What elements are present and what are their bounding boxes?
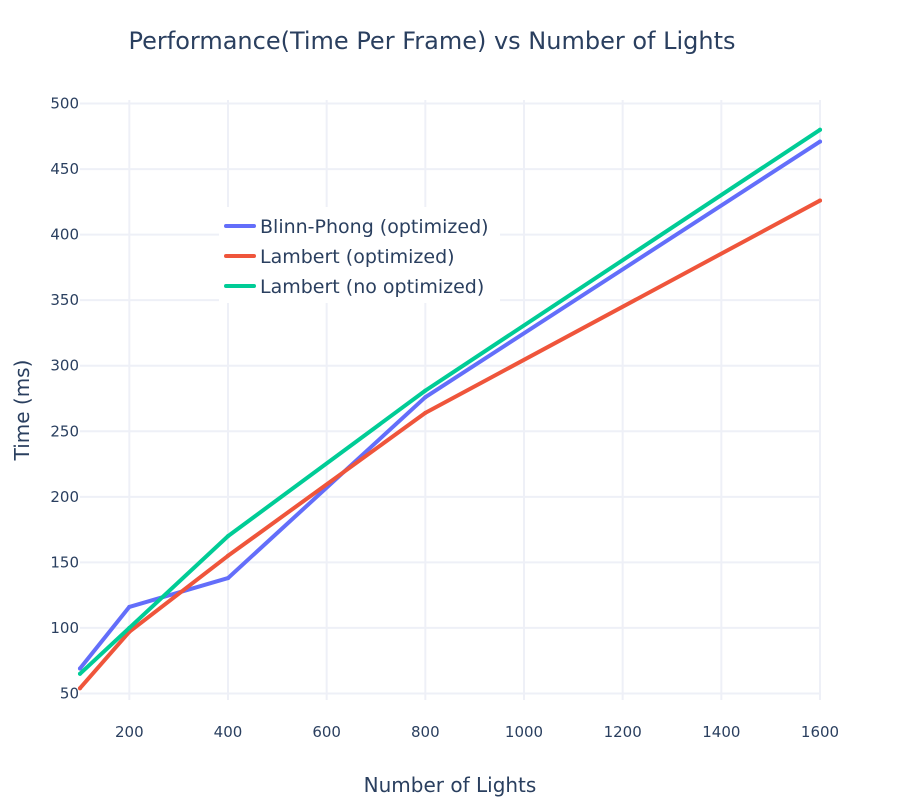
x-tick-label: 1400 xyxy=(702,723,740,741)
x-tick-label: 1200 xyxy=(604,723,642,741)
legend-label-0: Blinn-Phong (optimized) xyxy=(260,216,489,238)
series-point-1-0 xyxy=(78,686,82,691)
series-point-2-2 xyxy=(226,534,230,539)
x-tick-label: 1600 xyxy=(801,723,839,741)
legend: Blinn-Phong (optimized) Lambert (optimize… xyxy=(219,207,500,303)
y-tick-label: 200 xyxy=(50,488,79,506)
y-tick-label: 300 xyxy=(50,357,79,375)
y-tick-label: 50 xyxy=(60,684,79,702)
series-point-0-0 xyxy=(78,666,82,671)
y-tick-label: 100 xyxy=(50,619,79,637)
y-tick-label: 350 xyxy=(50,291,79,309)
x-axis-title: Number of Lights xyxy=(364,773,537,797)
chart-title: Performance(Time Per Frame) vs Number of… xyxy=(129,27,736,55)
x-tick-label: 200 xyxy=(115,723,144,741)
y-tick-label: 150 xyxy=(50,553,79,571)
legend-label-1: Lambert (optimized) xyxy=(260,246,455,268)
x-tick-label: 600 xyxy=(312,723,341,741)
series-point-2-0 xyxy=(78,671,82,676)
x-tick-label: 400 xyxy=(214,723,243,741)
y-tick-label: 450 xyxy=(50,160,79,178)
grid-layer xyxy=(80,100,821,700)
x-tick-label: 1000 xyxy=(505,723,543,741)
series-point-2-4 xyxy=(818,127,822,132)
series-point-1-4 xyxy=(818,198,822,203)
series-point-0-4 xyxy=(818,139,822,144)
ticks-layer: 200 400 600 800 1000 1200 1400 1600 50 100 150 200 2… xyxy=(50,95,839,741)
series-point-2-1 xyxy=(127,625,132,630)
y-tick-label: 400 xyxy=(50,226,79,244)
series-0 xyxy=(78,139,822,671)
series-point-1-3 xyxy=(423,410,428,415)
legend-label-2: Lambert (no optimized) xyxy=(260,276,484,298)
series-point-2-3 xyxy=(423,388,428,393)
y-axis-title: Time (ms) xyxy=(10,360,34,462)
series-point-0-1 xyxy=(127,604,132,609)
series-2 xyxy=(78,127,822,676)
series-point-1-2 xyxy=(226,553,230,558)
series-point-0-3 xyxy=(423,395,428,400)
series-point-0-2 xyxy=(226,576,230,581)
y-tick-label: 250 xyxy=(50,422,79,440)
y-tick-label: 500 xyxy=(50,95,79,113)
legend-background xyxy=(219,207,500,303)
x-tick-label: 800 xyxy=(411,723,440,741)
series-layer xyxy=(78,127,822,691)
